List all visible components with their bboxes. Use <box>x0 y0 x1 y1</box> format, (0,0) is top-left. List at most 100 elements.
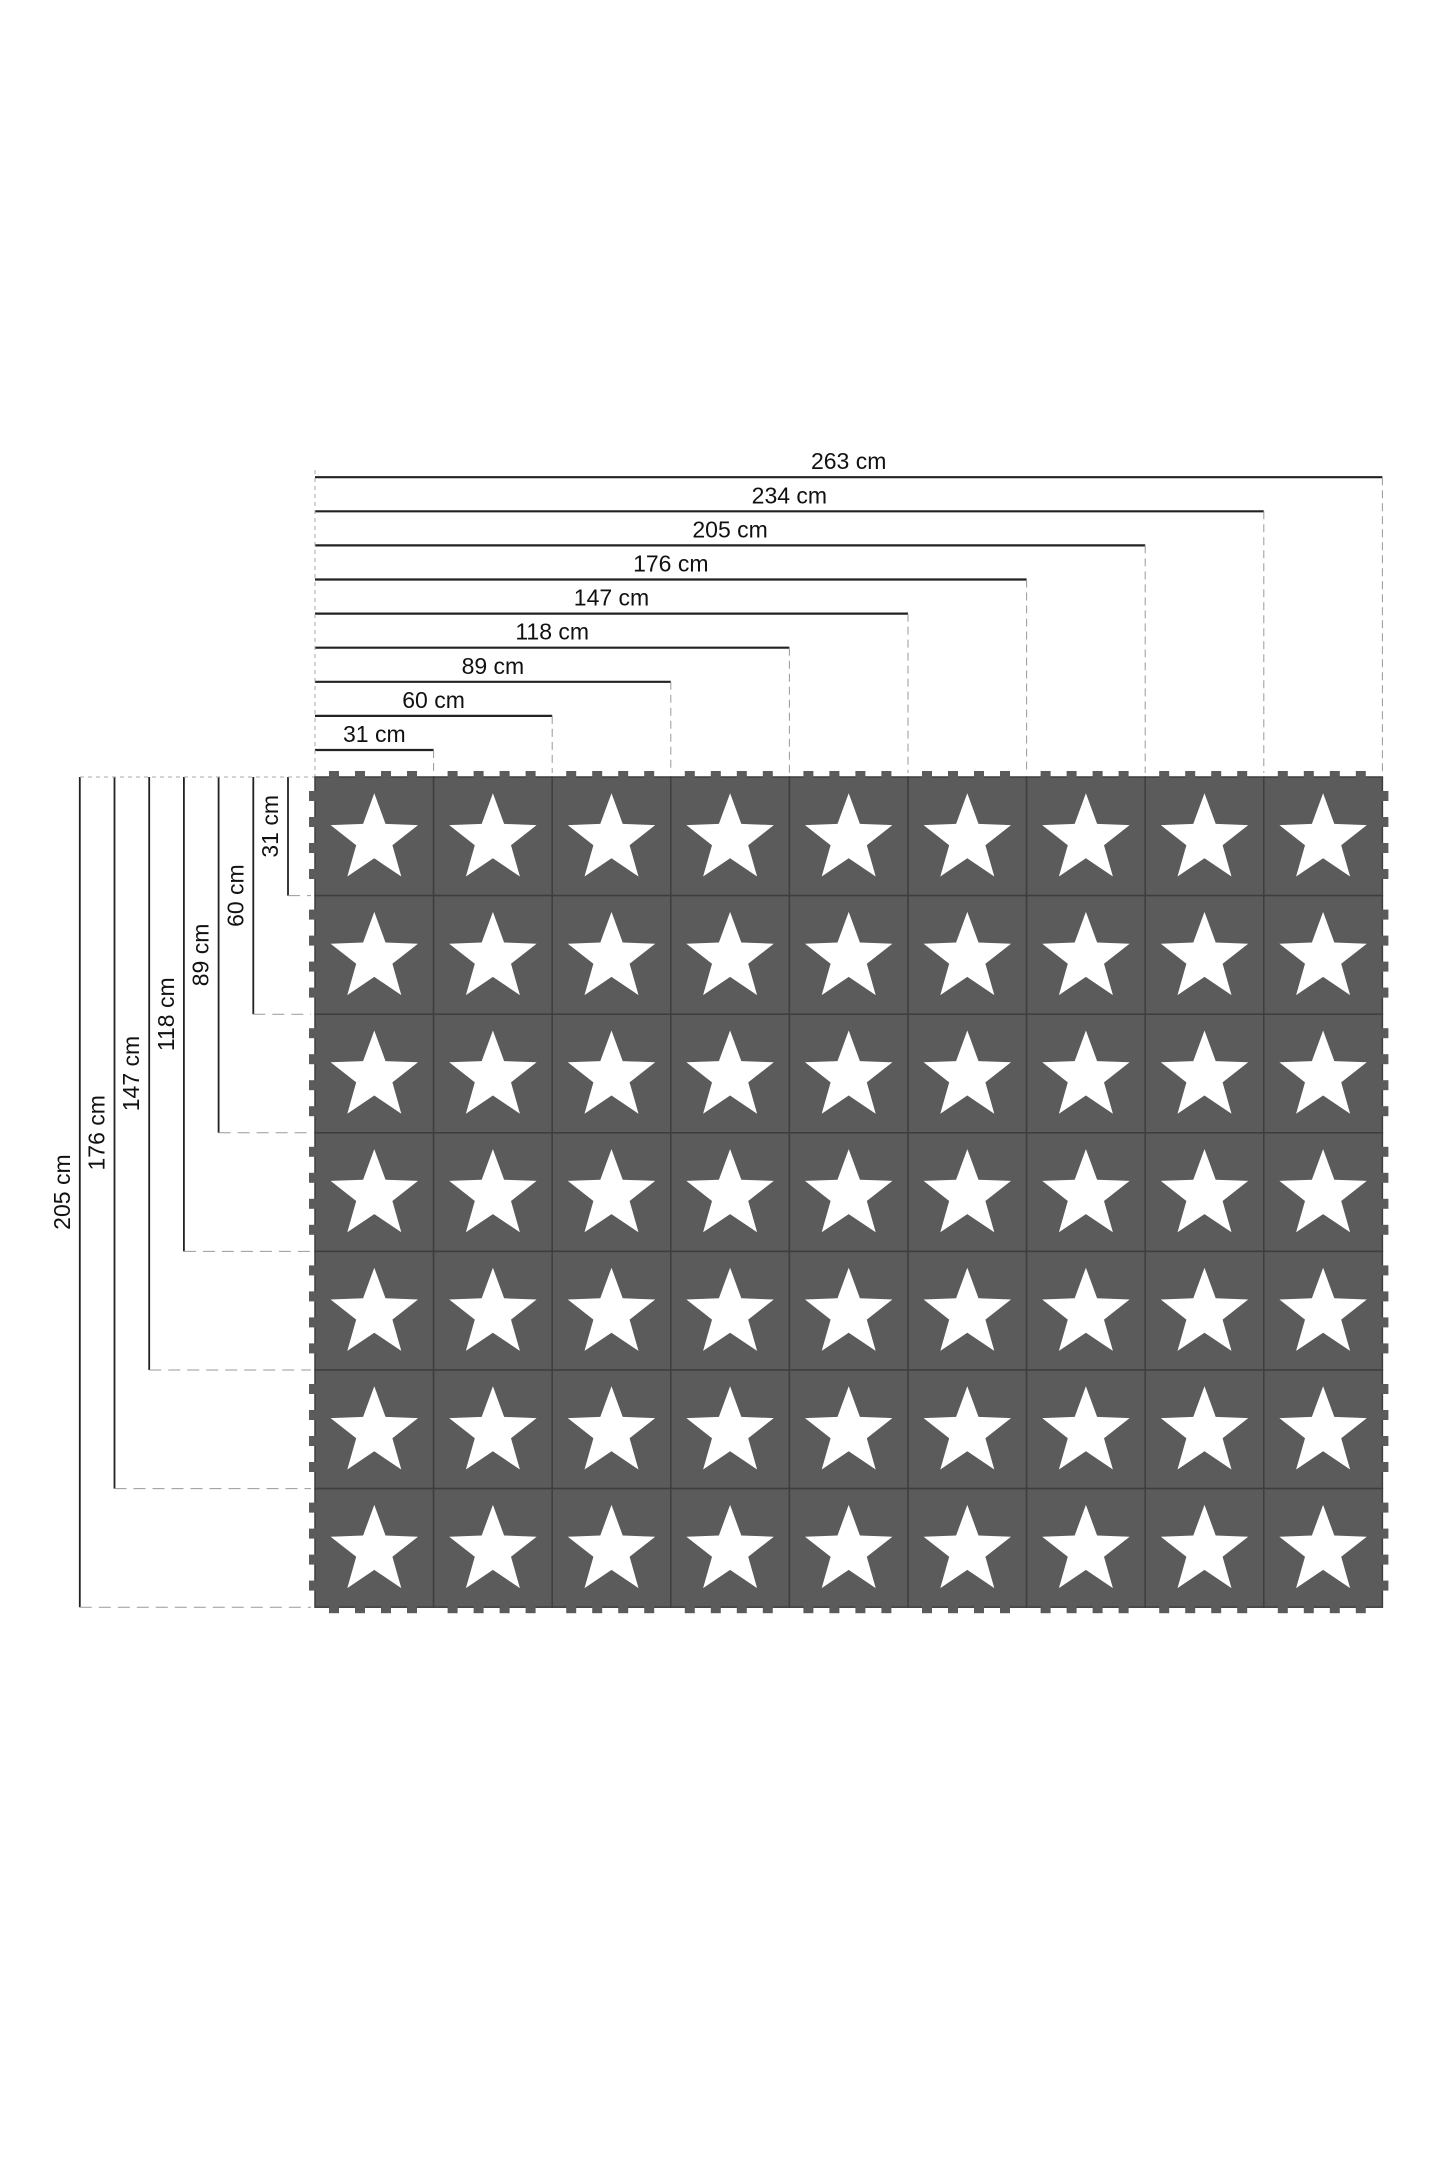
width-dimension: 263 cm <box>315 448 1383 773</box>
mat-tile <box>1263 1250 1389 1371</box>
mat-tile <box>1025 1250 1146 1371</box>
puzzle-tab <box>407 1606 417 1614</box>
mat-tile <box>309 1013 435 1134</box>
mat-tile <box>309 1132 435 1253</box>
mat-tile <box>907 771 1028 897</box>
puzzle-tab <box>309 869 316 879</box>
mat-tile <box>1144 771 1265 897</box>
star-icon <box>1042 1267 1130 1351</box>
puzzle-tab <box>1237 771 1248 778</box>
puzzle-tab <box>618 771 629 778</box>
puzzle-tab <box>1381 1291 1389 1302</box>
star-icon <box>449 1504 537 1589</box>
dimension-label: 60 cm <box>402 687 465 713</box>
mat-tile <box>1144 1369 1265 1490</box>
puzzle-tab <box>309 843 316 853</box>
puzzle-tab <box>1159 771 1170 778</box>
mat-tile <box>1263 1013 1389 1134</box>
star-icon <box>567 1149 656 1233</box>
puzzle-tab <box>1211 771 1222 778</box>
height-dimension: 31 cm <box>257 777 311 897</box>
mat-tile <box>432 1013 553 1134</box>
star-icon <box>567 1386 656 1470</box>
mat-tile <box>670 1013 791 1134</box>
mat-tile <box>432 1250 553 1371</box>
horizontal-dimensions: 31 cm 60 cm 89 cm 118 cm 147 cm 176 cm 205 cm 2… <box>314 448 1383 777</box>
star-icon <box>330 1504 418 1589</box>
puzzle-tab <box>1381 1224 1389 1235</box>
puzzle-tab <box>1381 1054 1389 1065</box>
puzzle-tab <box>1040 771 1051 778</box>
height-dimension: 205 cm <box>49 777 311 1608</box>
puzzle-tab <box>309 1384 316 1394</box>
mat-tile <box>1144 1132 1265 1253</box>
puzzle-tab <box>381 1606 391 1614</box>
mat-tile <box>670 771 791 897</box>
puzzle-tab <box>309 1554 316 1565</box>
puzzle-tab <box>1277 1606 1288 1614</box>
mat-tile <box>432 1369 553 1490</box>
height-dimension: 176 cm <box>84 777 311 1490</box>
puzzle-tab <box>329 771 339 778</box>
puzzle-tab <box>948 771 958 778</box>
star-icon <box>1042 793 1130 877</box>
star-icon <box>1279 911 1367 996</box>
star-icon <box>449 793 537 877</box>
puzzle-tab <box>644 1606 655 1614</box>
puzzle-tab <box>309 1172 316 1183</box>
width-dimension: 118 cm <box>315 619 790 773</box>
star-icon <box>923 1386 1011 1470</box>
puzzle-tab <box>1381 1317 1389 1328</box>
width-dimension: 89 cm <box>315 653 672 773</box>
mat-tile <box>551 1013 672 1134</box>
mat-tile <box>907 1013 1028 1134</box>
star-icon <box>330 793 418 877</box>
mat-tile <box>788 1132 909 1253</box>
puzzle-tab <box>309 1436 316 1446</box>
puzzle-tab <box>1185 1606 1196 1614</box>
star-icon <box>686 1030 774 1114</box>
puzzle-tab <box>1381 869 1389 879</box>
puzzle-tab <box>829 1606 840 1614</box>
star-icon <box>330 1386 418 1470</box>
puzzle-tab <box>644 771 655 778</box>
star-icon <box>1042 1504 1130 1589</box>
dimension-label: 176 cm <box>84 1095 110 1170</box>
puzzle-tab <box>309 1343 316 1354</box>
mat-tile <box>432 894 553 1015</box>
puzzle-tab <box>592 1606 603 1614</box>
puzzle-tab <box>309 1106 316 1117</box>
width-dimension: 31 cm <box>315 721 435 773</box>
star-icon <box>805 911 893 996</box>
star-icon <box>330 1030 418 1114</box>
dimension-label: 205 cm <box>49 1154 75 1229</box>
mat-tile <box>788 1013 909 1134</box>
mat-tile <box>670 1250 791 1371</box>
puzzle-tab <box>1381 1146 1389 1157</box>
star-icon <box>1042 1149 1130 1233</box>
puzzle-tab <box>1066 771 1077 778</box>
star-icon <box>805 1030 893 1114</box>
dimension-label: 60 cm <box>222 864 248 927</box>
dimension-label: 176 cm <box>633 551 708 577</box>
dimension-label: 31 cm <box>343 721 406 747</box>
puzzle-tab <box>1381 1343 1389 1354</box>
star-icon <box>1160 1030 1249 1114</box>
mat-tile <box>1263 894 1389 1015</box>
puzzle-tab <box>710 771 721 778</box>
star-icon <box>1160 911 1249 996</box>
star-icon <box>805 1386 893 1470</box>
mat-tile <box>1144 894 1265 1015</box>
puzzle-tab <box>309 791 316 801</box>
puzzle-tab <box>974 771 984 778</box>
star-icon <box>1042 1030 1130 1114</box>
star-icon <box>449 911 537 996</box>
star-icon <box>1160 1504 1249 1589</box>
star-icon <box>686 1149 774 1233</box>
puzzle-tab <box>803 1606 814 1614</box>
star-icon <box>805 1267 893 1351</box>
puzzle-tab <box>309 961 316 972</box>
dimension-label: 147 cm <box>118 1036 144 1111</box>
puzzle-tab <box>1040 1606 1051 1614</box>
